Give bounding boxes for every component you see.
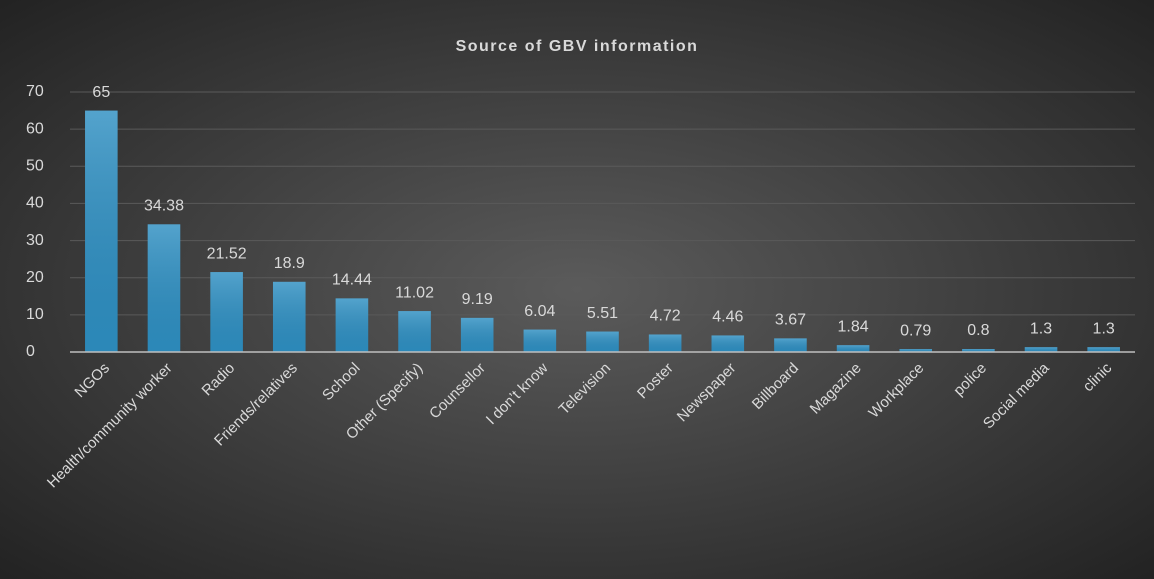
bar-shade <box>460 317 494 352</box>
y-tick-label: 40 <box>26 195 44 212</box>
data-label: 18.9 <box>274 255 305 272</box>
data-label: 4.46 <box>712 309 743 326</box>
bar-shade <box>147 224 181 352</box>
data-label: 0.79 <box>900 322 931 339</box>
bar-shade <box>335 298 369 352</box>
bar-shade <box>1087 347 1120 352</box>
data-label: 4.72 <box>650 308 681 325</box>
data-label: 0.8 <box>967 322 989 339</box>
data-label: 34.38 <box>144 198 184 215</box>
data-label: 1.3 <box>1030 320 1052 337</box>
data-label: 65 <box>92 84 110 101</box>
bar-shade <box>398 311 431 352</box>
bar-shade <box>899 349 933 352</box>
data-label: 3.67 <box>775 312 806 329</box>
bar-shade <box>85 110 118 352</box>
y-tick-label: 30 <box>26 232 44 249</box>
bar-shade <box>210 272 243 352</box>
data-label: 5.51 <box>587 305 618 322</box>
bar-shade <box>523 329 557 352</box>
y-tick-label: 50 <box>26 158 44 175</box>
data-label: 9.19 <box>462 291 493 308</box>
chart-title: Source of GBV information <box>456 38 699 55</box>
data-label: 21.52 <box>207 245 247 262</box>
bar-shade <box>648 334 682 352</box>
bar-shade <box>272 281 306 352</box>
data-label: 6.04 <box>524 303 555 320</box>
data-label: 14.44 <box>332 272 372 289</box>
bar-shade <box>586 331 619 352</box>
bar-shade <box>711 335 745 352</box>
data-label: 1.3 <box>1093 320 1115 337</box>
y-tick-label: 0 <box>26 343 35 360</box>
y-tick-label: 10 <box>26 306 44 323</box>
y-tick-label: 20 <box>26 269 44 286</box>
bar-shade <box>1024 347 1058 352</box>
y-tick-label: 60 <box>26 120 44 137</box>
data-label: 1.84 <box>838 318 869 335</box>
bar-shade <box>774 338 807 352</box>
bar-shade <box>962 349 995 352</box>
bar-shade <box>836 345 870 352</box>
data-label: 11.02 <box>395 284 434 301</box>
y-tick-label: 70 <box>26 83 44 100</box>
